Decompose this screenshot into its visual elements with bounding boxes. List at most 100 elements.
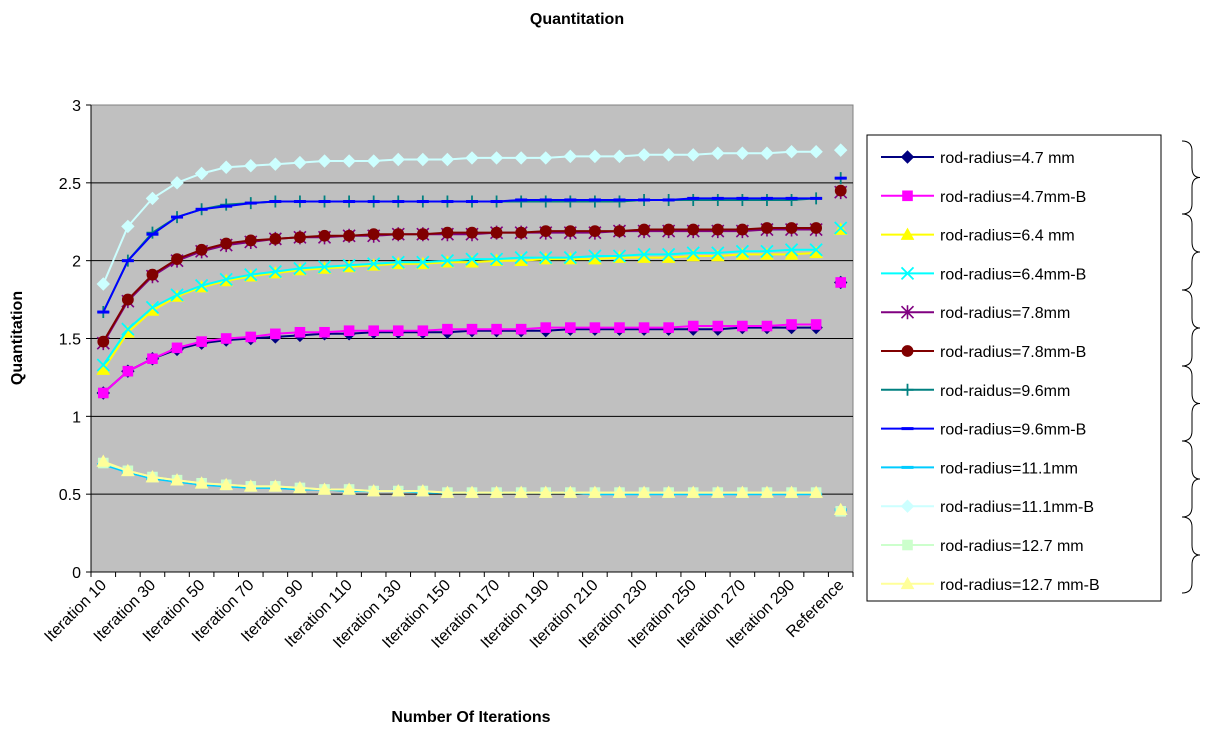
data-point xyxy=(589,322,601,333)
data-point xyxy=(489,151,504,165)
data-point xyxy=(612,149,627,164)
legend-label: rod-radius=11.1mm-B xyxy=(940,499,1094,516)
data-point xyxy=(368,325,379,337)
data-point xyxy=(219,160,233,174)
data-point xyxy=(711,196,724,200)
data-point xyxy=(146,232,159,236)
data-point xyxy=(784,144,799,159)
data-point xyxy=(490,226,503,239)
data-point xyxy=(834,221,848,235)
y-tick-label: 1.5 xyxy=(59,332,81,349)
data-point xyxy=(662,247,676,262)
data-point xyxy=(902,539,913,551)
data-point xyxy=(343,200,356,204)
data-point xyxy=(637,485,651,498)
data-point xyxy=(900,266,915,281)
data-point xyxy=(367,228,380,241)
data-point xyxy=(662,223,675,236)
legend-item: rod-radius=7.8mm-B xyxy=(881,344,1086,361)
data-point xyxy=(170,288,184,302)
data-point xyxy=(269,232,282,245)
y-tick-label: 0 xyxy=(72,565,81,582)
data-point xyxy=(711,193,724,206)
data-point xyxy=(170,176,184,190)
data-point xyxy=(761,320,773,332)
y-tick-label: 3 xyxy=(72,98,81,115)
data-point xyxy=(834,184,847,197)
data-point xyxy=(417,325,429,337)
data-point xyxy=(442,323,453,335)
data-point xyxy=(784,243,799,257)
data-point xyxy=(122,365,134,377)
data-point xyxy=(440,152,455,167)
data-point xyxy=(465,485,479,498)
data-point xyxy=(786,319,797,330)
y-axis-title: Quantitation xyxy=(9,291,26,385)
data-point xyxy=(514,485,529,498)
data-point xyxy=(293,480,307,494)
data-point xyxy=(563,149,578,164)
legend-label: rod-radius=11.1mm xyxy=(940,460,1078,477)
data-point xyxy=(638,322,650,333)
data-point xyxy=(146,268,159,281)
data-point xyxy=(785,193,798,206)
data-point xyxy=(712,320,724,332)
data-point xyxy=(366,484,381,497)
data-point xyxy=(540,322,552,333)
data-point xyxy=(834,143,848,157)
data-point xyxy=(613,225,626,237)
data-point xyxy=(194,278,209,293)
data-point xyxy=(293,261,307,276)
x-axis-title: Number Of Iterations xyxy=(391,709,550,726)
data-point xyxy=(809,144,823,159)
data-point xyxy=(121,463,135,477)
data-point xyxy=(491,323,502,335)
y-tick-label: 0.5 xyxy=(59,487,81,504)
legend-label: rod-raidus=9.6mm xyxy=(940,383,1070,400)
data-point xyxy=(441,200,454,204)
data-point xyxy=(489,252,504,266)
data-point xyxy=(220,204,233,208)
data-point xyxy=(293,155,307,170)
data-point xyxy=(96,454,111,467)
brace xyxy=(1181,440,1201,518)
data-point xyxy=(809,485,823,498)
data-point xyxy=(736,196,749,200)
data-point xyxy=(465,151,479,165)
data-point xyxy=(515,323,527,335)
data-point xyxy=(588,149,602,164)
data-point xyxy=(147,353,158,365)
data-point xyxy=(294,326,306,338)
data-point xyxy=(441,226,454,239)
data-point xyxy=(195,243,208,256)
data-point xyxy=(760,485,774,498)
legend-label: rod-radius=4.7 mm xyxy=(940,150,1075,167)
data-point xyxy=(614,322,625,333)
data-point xyxy=(317,482,332,495)
data-point xyxy=(735,146,750,160)
data-point xyxy=(613,198,626,202)
series-6 xyxy=(97,184,847,348)
data-point xyxy=(96,277,110,291)
data-point xyxy=(392,200,405,204)
legend-item: rod-radius=12.7 mm-B xyxy=(881,576,1100,594)
data-point xyxy=(711,146,725,160)
chart-title: Quantitation xyxy=(530,11,624,28)
legend-label: rod-radius=4.7mm-B xyxy=(940,189,1086,206)
data-point xyxy=(392,228,405,241)
data-point xyxy=(145,191,160,206)
data-point xyxy=(835,277,847,288)
data-point xyxy=(612,249,627,263)
y-tick-label: 1 xyxy=(72,409,81,426)
data-point xyxy=(195,207,208,211)
data-point xyxy=(391,484,406,497)
data-point xyxy=(760,244,774,258)
data-point xyxy=(637,247,651,262)
data-point xyxy=(613,195,626,208)
legend-item: rod-radius=6.4mm-B xyxy=(881,266,1086,283)
data-point xyxy=(638,198,651,202)
data-point xyxy=(686,148,700,162)
data-point xyxy=(588,485,602,498)
legend-label: rod-radius=7.8mm xyxy=(940,305,1070,322)
